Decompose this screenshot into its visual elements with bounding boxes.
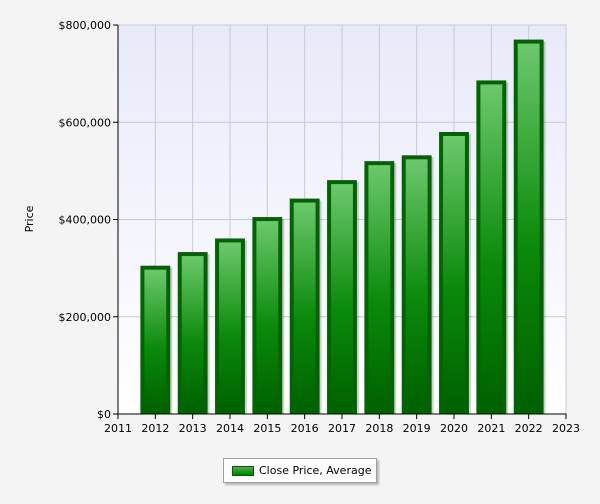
bar [293,202,316,413]
x-tick-label: 2017 [328,422,356,435]
x-tick-label: 2015 [253,422,281,435]
x-tick-label: 2014 [216,422,244,435]
legend-label: Close Price, Average [259,464,372,477]
y-tick-label: $800,000 [59,19,112,32]
x-tick-label: 2012 [141,422,169,435]
bar [256,221,279,413]
x-tick-label: 2023 [552,422,580,435]
y-tick-label: $600,000 [59,116,112,129]
bar [517,43,540,414]
y-tick-label: $400,000 [59,214,112,227]
bar [144,269,167,413]
x-tick-label: 2013 [179,422,207,435]
bar [443,135,465,413]
bar [480,84,503,414]
legend-swatch [232,465,254,476]
x-tick-label: 2020 [440,422,468,435]
y-tick-label: $200,000 [59,311,112,324]
bar-layer [140,39,546,415]
bar [405,159,428,413]
bar [181,256,204,413]
x-tick-label: 2011 [104,422,132,435]
bar [331,184,353,413]
x-tick-label: 2022 [515,422,543,435]
x-tick-label: 2019 [403,422,431,435]
x-tick-label: 2016 [291,422,319,435]
x-tick-label: 2018 [365,422,393,435]
axis-layer: $0 $200,000 $400,000 $600,000 $800,000 2011 20… [59,19,581,435]
y-tick-label: $0 [97,408,111,421]
bar [368,165,391,413]
y-axis-label: Price [23,205,36,232]
legend: Close Price, Average [223,458,377,483]
bar [219,242,241,413]
x-tick-label: 2021 [477,422,505,435]
